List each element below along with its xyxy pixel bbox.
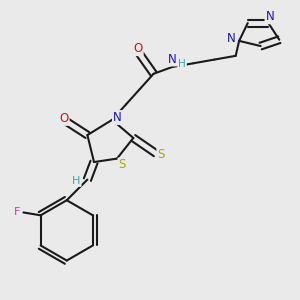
Text: F: F [14,207,20,218]
Text: O: O [134,42,143,55]
Text: S: S [157,148,165,161]
Text: N: N [113,111,122,124]
Text: O: O [59,112,69,125]
Text: S: S [118,158,126,171]
Text: H: H [178,59,186,69]
Text: N: N [266,10,274,23]
Text: N: N [227,32,236,45]
Text: H: H [72,176,81,186]
Text: N: N [168,52,177,65]
